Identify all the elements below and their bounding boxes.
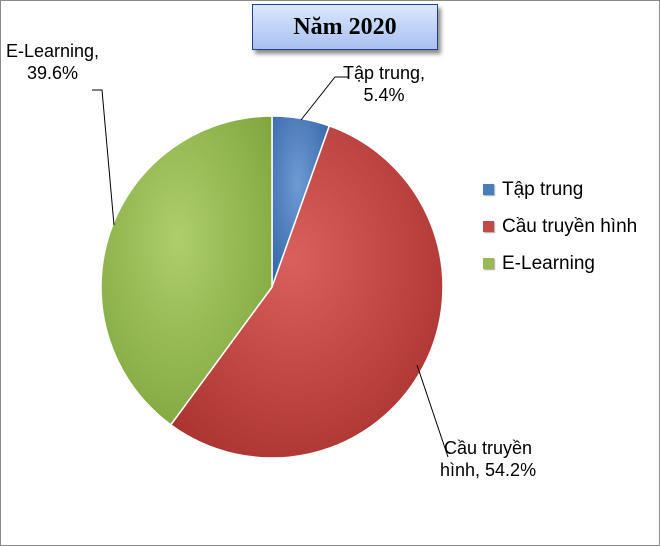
legend-swatch-cau-truyen-hinh bbox=[483, 221, 494, 232]
data-label-e-learning: E-Learning, 39.6% bbox=[6, 40, 99, 84]
leader-lines bbox=[92, 76, 449, 458]
data-label-tap-trung: Tập trung, 5.4% bbox=[343, 62, 425, 106]
data-label-e-learning-line2: 39.6% bbox=[27, 63, 79, 83]
leader-line-cau-truyen-hinh bbox=[416, 364, 449, 458]
leader-line-e-learning bbox=[92, 89, 115, 226]
legend-item-cau-truyen-hinh: Cầu truyền hình bbox=[483, 208, 637, 245]
pie-slice-cau-truyen-hinh bbox=[169, 124, 444, 459]
chart-legend: Tập trung Cầu truyền hình E-Learning bbox=[483, 171, 637, 282]
legend-item-e-learning: E-Learning bbox=[483, 245, 637, 282]
data-label-cau-truyen-hinh-line2: hình, 54.2% bbox=[440, 460, 537, 480]
chart-title: Năm 2020 bbox=[293, 13, 397, 40]
data-label-cau-truyen-hinh-line1: Cầu truyền bbox=[444, 438, 533, 458]
legend-swatch-tap-trung bbox=[483, 184, 494, 195]
legend-label-cau-truyen-hinh: Cầu truyền hình bbox=[502, 215, 638, 237]
data-label-cau-truyen-hinh: Cầu truyền hình, 54.2% bbox=[440, 437, 536, 481]
data-label-e-learning-line1: E-Learning, bbox=[6, 41, 100, 61]
legend-item-tap-trung: Tập trung bbox=[483, 171, 637, 208]
chart-title-box: Năm 2020 bbox=[252, 4, 438, 50]
pie-slices bbox=[100, 115, 444, 459]
legend-swatch-e-learning bbox=[483, 258, 494, 269]
data-label-tap-trung-line2: 5.4% bbox=[363, 85, 405, 105]
legend-label-e-learning: E-Learning bbox=[502, 252, 595, 274]
leader-line-tap-trung bbox=[300, 76, 348, 121]
legend-label-tap-trung: Tập trung bbox=[502, 178, 584, 200]
pie-slice-e-learning bbox=[100, 115, 273, 426]
data-label-tap-trung-line1: Tập trung, bbox=[343, 63, 426, 83]
